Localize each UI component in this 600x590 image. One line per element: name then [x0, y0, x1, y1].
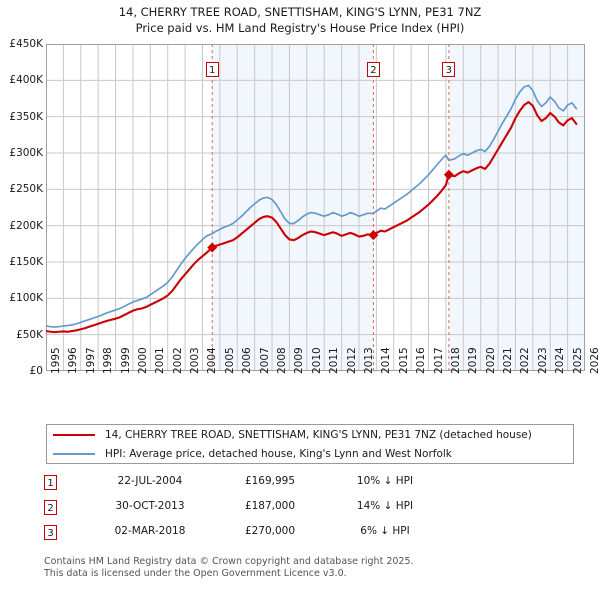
y-axis-tick-label: £200K — [9, 219, 43, 232]
x-axis-tick-label: 2005 — [223, 347, 236, 374]
x-axis-tick-label: 2020 — [484, 347, 497, 374]
x-axis-tick-label: 1996 — [67, 347, 80, 374]
page-title: 14, CHERRY TREE ROAD, SNETTISHAM, KING'S… — [0, 4, 600, 36]
transaction-date: 22-JUL-2004 — [117, 475, 183, 487]
transaction-hpi-delta: 14% ↓ HPI — [356, 500, 414, 512]
legend-item-label: HPI: Average price, detached house, King… — [105, 447, 452, 460]
chart-marker-badge[interactable]: 3 — [442, 62, 456, 77]
footer-line-2: This data is licensed under the Open Gov… — [44, 567, 347, 579]
x-axis-tick-label: 2026 — [589, 347, 600, 374]
transaction-hpi-delta: 6% ↓ HPI — [360, 525, 410, 537]
footer-attribution: Contains HM Land Registry data © Crown c… — [44, 556, 584, 579]
title-line-1: 14, CHERRY TREE ROAD, SNETTISHAM, KING'S… — [118, 5, 482, 19]
legend-item-label: 14, CHERRY TREE ROAD, SNETTISHAM, KING'S… — [105, 428, 532, 441]
x-axis-tick-label: 2018 — [449, 347, 462, 374]
x-axis-tick-label: 2021 — [502, 347, 515, 374]
x-axis-tick-label: 2003 — [189, 347, 202, 374]
legend-item: HPI: Average price, detached house, King… — [47, 444, 573, 463]
x-axis-tick-label: 1998 — [102, 347, 115, 374]
transaction-marker-point — [368, 230, 379, 241]
y-axis-tick-label: £150K — [9, 256, 43, 268]
chart-marker-badge[interactable]: 2 — [366, 62, 380, 77]
y-axis-tick-label: £350K — [9, 110, 43, 123]
x-axis-tick-label: 1995 — [50, 347, 62, 374]
transaction-number-badge[interactable]: 1 — [44, 475, 57, 490]
transaction-marker-point — [443, 169, 454, 180]
transaction-number-badge[interactable]: 3 — [44, 525, 57, 540]
footer-line-1: Contains HM Land Registry data © Crown c… — [44, 556, 414, 567]
x-axis-tick-label: 2015 — [397, 347, 410, 374]
x-axis-tick-label: 1997 — [84, 347, 97, 374]
transactions-table: 1 22-JUL-2004 £169,995 10% ↓ HPI 2 30-OCT-201… — [44, 474, 564, 549]
y-axis-tick-label: £300K — [9, 147, 43, 159]
transaction-hpi-delta: 10% ↓ HPI — [356, 475, 414, 487]
legend-color-swatch — [53, 433, 95, 436]
y-axis-tick-label: £450K — [9, 38, 43, 50]
x-axis-tick-label: 2025 — [571, 347, 584, 374]
legend-color-swatch — [53, 452, 95, 455]
table-row: 3 02-MAR-2018 £270,000 6% ↓ HPI — [44, 524, 564, 549]
x-axis-tick-label: 2004 — [206, 347, 219, 374]
shaded-period-band — [448, 44, 585, 371]
chart-marker-badge[interactable]: 1 — [205, 62, 219, 77]
transaction-price: £187,000 — [244, 500, 296, 512]
series-line-price-paid — [46, 101, 578, 334]
series-line-hpi — [46, 84, 578, 328]
table-row: 1 22-JUL-2004 £169,995 10% ↓ HPI — [44, 474, 564, 499]
x-axis-tick-label: 2006 — [241, 347, 254, 374]
y-axis-tick-label: £50K — [16, 328, 43, 341]
transaction-date: 02-MAR-2018 — [114, 525, 186, 537]
y-axis-tick-label: £250K — [9, 183, 43, 196]
x-axis-tick-label: 2011 — [328, 347, 341, 374]
transaction-marker-point — [207, 242, 218, 253]
transaction-number-badge[interactable]: 2 — [44, 500, 57, 515]
chart-legend: 14, CHERRY TREE ROAD, SNETTISHAM, KING'S… — [46, 424, 574, 464]
transaction-price: £270,000 — [244, 525, 296, 537]
x-axis-tick-label: 2001 — [154, 347, 167, 374]
table-row: 2 30-OCT-2013 £187,000 14% ↓ HPI — [44, 499, 564, 524]
x-axis-tick-label: 2008 — [276, 347, 289, 374]
x-axis-tick-label: 2019 — [467, 347, 480, 374]
x-axis-tick-label: 2013 — [362, 347, 375, 374]
x-axis-tick-label: 2012 — [345, 347, 358, 374]
chart-plot-area — [46, 44, 585, 371]
x-axis-tick-label: 2010 — [310, 347, 323, 374]
transaction-price: £169,995 — [244, 475, 296, 487]
shaded-period-band — [212, 44, 374, 371]
x-axis-tick-label: 2016 — [415, 347, 428, 374]
x-axis-tick-label: 2014 — [380, 347, 393, 374]
legend-item: 14, CHERRY TREE ROAD, SNETTISHAM, KING'S… — [47, 425, 573, 444]
x-axis-tick-label: 1999 — [119, 347, 132, 374]
y-axis-tick-labels: £0 £50K £100K £150K £200K £250K £300K £350K £400… — [0, 0, 43, 590]
x-axis-tick-label: 2017 — [432, 347, 445, 374]
x-axis-tick-label: 2022 — [519, 347, 532, 374]
y-axis-tick-label: £100K — [9, 292, 43, 305]
y-axis-tick-label: £400K — [9, 74, 43, 87]
y-axis-tick-label: £0 — [29, 365, 43, 377]
title-line-2: Price paid vs. HM Land Registry's House … — [135, 21, 465, 35]
plot-border — [46, 44, 585, 371]
price-history-line-chart — [46, 44, 585, 371]
transaction-date: 30-OCT-2013 — [115, 500, 185, 512]
x-axis-tick-label: 2023 — [536, 347, 549, 374]
x-axis-tick-label: 2024 — [554, 347, 567, 374]
x-axis-tick-label: 2002 — [171, 347, 184, 374]
x-axis-tick-label: 2009 — [293, 347, 306, 374]
x-axis-tick-label: 2007 — [258, 347, 271, 374]
x-axis-tick-label: 2000 — [136, 347, 149, 374]
